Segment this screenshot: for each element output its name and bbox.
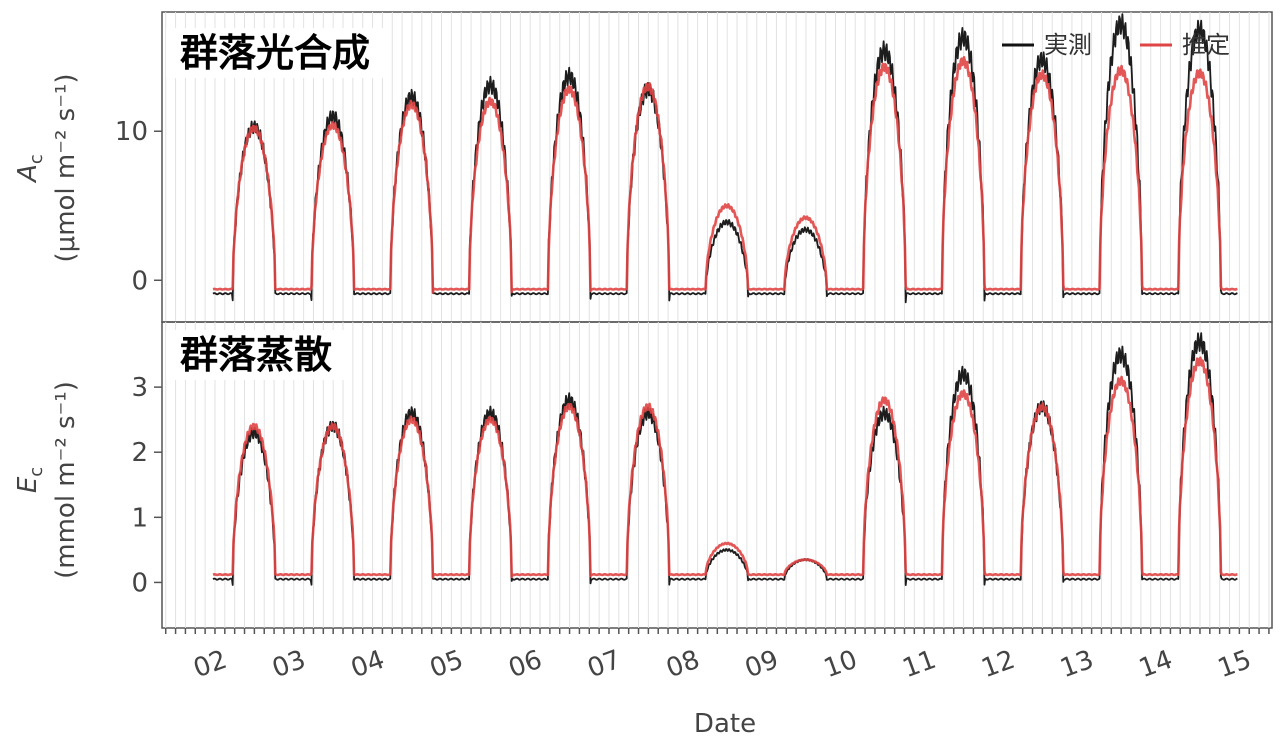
y-tick-label: 2	[131, 438, 148, 468]
series-line-measured	[212, 13, 1238, 304]
series-line-estimated	[212, 356, 1238, 579]
x-tick-label: 03	[268, 645, 309, 685]
legend: 実測 推定	[1002, 31, 1230, 59]
y-tick-label: 3	[131, 373, 148, 403]
x-tick-label: 06	[505, 645, 546, 685]
x-axis: 02 03 04 05 06 07 08 09 10 11 12 13 14 15	[164, 628, 1270, 685]
svg-text:Ec: Ec	[13, 467, 47, 493]
bottom-ylabel-subscript: c	[26, 467, 47, 477]
x-tick-label: 10	[820, 645, 861, 685]
x-tick-label: 13	[1056, 645, 1097, 685]
svg-text:Ac: Ac	[13, 154, 47, 184]
svg-text:(μmol m⁻² s⁻¹): (μmol m⁻² s⁻¹)	[51, 74, 81, 263]
series-line-estimated	[212, 56, 1238, 294]
bottom-ylabel-symbol: E	[13, 476, 43, 493]
x-tick-label: 12	[978, 645, 1019, 685]
bottom-ylabel-unit: (mmol m⁻² s⁻¹)	[51, 381, 81, 579]
x-tick-label: 04	[347, 645, 388, 685]
x-tick-label: 07	[584, 645, 625, 685]
x-axis-label: Date	[694, 709, 756, 738]
x-tick-label: 15	[1214, 645, 1255, 685]
x-tick-label: 09	[741, 645, 782, 685]
transpiration-title: 群落蒸散	[166, 330, 347, 380]
series-line-measured	[212, 332, 1238, 586]
top-ylabel-unit: (μmol m⁻² s⁻¹)	[51, 74, 81, 263]
y-tick-label: 10	[115, 117, 148, 147]
y-tick-label: 0	[131, 266, 148, 296]
photosynthesis-title: 群落光合成	[166, 28, 385, 78]
top-ylabel: Ac	[13, 154, 47, 184]
top-ylabel-symbol: A	[13, 164, 43, 184]
y-tick-label: 0	[131, 568, 148, 598]
x-tick-label: 02	[190, 645, 231, 685]
x-tick-label: 08	[662, 645, 703, 685]
transpiration-panel: 0 1 2 3	[131, 321, 1273, 629]
bottom-ylabel: Ec	[13, 467, 47, 493]
x-tick-label: 14	[1135, 645, 1176, 685]
y-tick-label: 1	[131, 503, 148, 533]
x-tick-label: 11	[899, 645, 940, 685]
top-ylabel-subscript: c	[26, 154, 47, 164]
legend-label-estimated: 推定	[1182, 31, 1230, 59]
svg-text:(mmol m⁻² s⁻¹): (mmol m⁻² s⁻¹)	[51, 381, 81, 579]
x-tick-label: 05	[426, 645, 467, 685]
legend-label-measured: 実測	[1044, 31, 1092, 59]
